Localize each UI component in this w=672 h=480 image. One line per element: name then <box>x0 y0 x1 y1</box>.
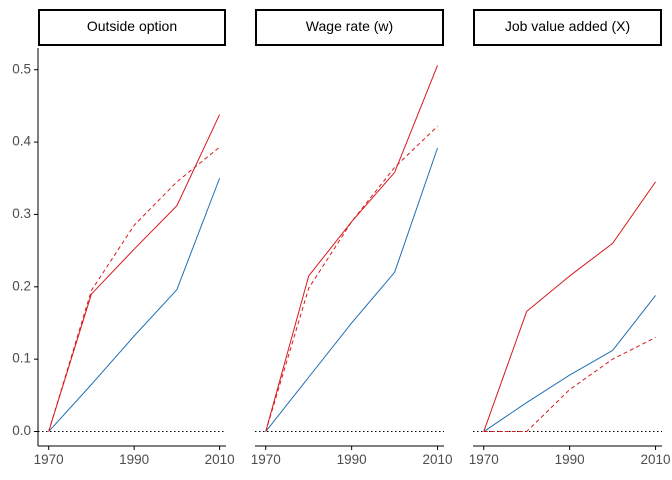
y-tick-label: 0.0 <box>12 423 31 438</box>
x-tick-label: 1990 <box>555 452 585 467</box>
blue-solid-series-line <box>265 147 439 432</box>
blue-solid-series-line <box>483 295 656 432</box>
x-tick-label: 2010 <box>205 452 235 467</box>
panel-1: Outside option 1970 1990 2010 <box>34 9 235 467</box>
red-dashed-series-line <box>265 125 438 432</box>
blue-solid-series-line <box>48 178 221 432</box>
x-tick-label: 1990 <box>119 452 149 467</box>
y-tick-label: 0.1 <box>12 351 31 366</box>
red-solid-series-line <box>483 181 656 432</box>
x-tick-label: 2010 <box>423 452 453 467</box>
red-dashed-series-line <box>48 146 220 432</box>
panel-title: Outside option <box>87 18 177 34</box>
panel-title: Job value added (X) <box>505 18 630 34</box>
panel-title: Wage rate (w) <box>306 18 393 34</box>
x-tick-label: 2010 <box>641 452 671 467</box>
panel-2: Wage rate (w) 1970 1990 2010 <box>251 9 453 467</box>
panel-3: Job value added (X) 1970 1990 2010 <box>469 9 671 467</box>
red-solid-series-line <box>48 114 221 432</box>
y-tick-label: 0.2 <box>12 278 31 293</box>
red-solid-series-line <box>265 65 439 432</box>
x-tick-label: 1990 <box>337 452 367 467</box>
x-tick-label: 1970 <box>251 452 281 467</box>
y-tick-label: 0.4 <box>12 134 31 149</box>
panel-title-box <box>38 9 226 46</box>
y-tick-label: 0.3 <box>12 206 31 221</box>
panel-title-box <box>255 9 444 46</box>
red-dashed-series-line <box>483 337 656 433</box>
panel-title-box <box>473 9 662 46</box>
y-tick-label: 0.5 <box>12 61 31 76</box>
x-tick-label: 1970 <box>469 452 499 467</box>
x-tick-label: 1970 <box>34 452 64 467</box>
